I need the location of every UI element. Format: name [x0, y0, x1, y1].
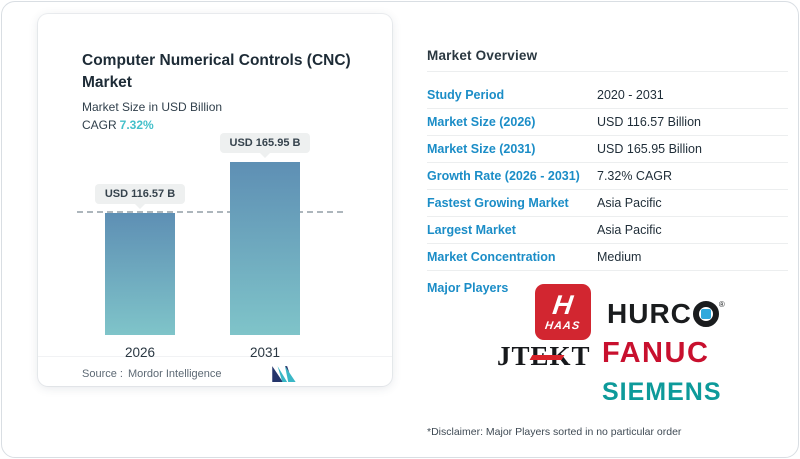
row-label: Largest Market	[427, 223, 516, 237]
table-row-growth-rate: Growth Rate (2026 - 2031) 7.32% CAGR	[427, 163, 788, 190]
haas-h-glyph: H	[551, 290, 575, 320]
siemens-wordmark: SIEMENS	[602, 378, 722, 406]
major-players-label: Major Players	[427, 281, 509, 295]
mordor-intelligence-logo-icon	[272, 366, 296, 382]
disclaimer-text: *Disclaimer: Major Players sorted in no …	[427, 426, 682, 438]
table-row-largest-market: Largest Market Asia Pacific	[427, 217, 788, 244]
registered-mark: ®	[718, 300, 725, 309]
table-row-market-size-2031: Market Size (2031) USD 165.95 Billion	[427, 136, 788, 163]
cagr-label: CAGR	[82, 118, 117, 133]
row-label: Market Size (2026)	[427, 115, 536, 129]
bar-group-2026: USD 116.57 B 2026	[94, 184, 186, 360]
fanuc-wordmark: FANUC	[602, 337, 710, 369]
table-row-market-size-2026: Market Size (2026) USD 116.57 Billion	[427, 109, 788, 136]
bar-group-2031: USD 165.95 B 2031	[219, 133, 311, 360]
chart-card: Computer Numerical Controls (CNC) Market…	[38, 14, 392, 386]
source-row: Source : Mordor Intelligence	[38, 356, 392, 382]
bar	[230, 162, 300, 335]
table-row-study-period: Study Period 2020 - 2031	[427, 82, 788, 109]
overview-table: Study Period 2020 - 2031 Market Size (20…	[427, 82, 788, 271]
fanuc-logo: FANUC	[602, 337, 709, 370]
market-overview-panel: Market Overview Study Period 2020 - 2031…	[427, 2, 788, 457]
row-label: Fastest Growing Market	[427, 196, 569, 210]
jtekt-red-dash-icon	[529, 355, 565, 361]
row-value: Asia Pacific	[597, 196, 662, 210]
divider	[427, 71, 788, 72]
table-row-fastest-growing-market: Fastest Growing Market Asia Pacific	[427, 190, 788, 217]
table-row-market-concentration: Market Concentration Medium	[427, 244, 788, 271]
bar-value-label: USD 165.95 B	[219, 133, 311, 158]
row-value: 2020 - 2031	[597, 88, 664, 102]
source-label: Source :	[82, 368, 123, 380]
row-value: Asia Pacific	[597, 223, 662, 237]
row-label: Market Size (2031)	[427, 142, 536, 156]
row-label: Market Concentration	[427, 250, 556, 264]
bar-value-label: USD 116.57 B	[94, 184, 186, 209]
x-axis-tick-label: 2031	[249, 345, 281, 360]
reference-line	[77, 211, 343, 213]
jtekt-logo: JTEKT	[497, 341, 591, 372]
haas-logo-mark-icon: H HAAS	[535, 284, 591, 340]
hurco-wordmark: HURC	[607, 298, 692, 329]
cagr-line: CAGR 7.32%	[82, 118, 382, 132]
cagr-value: 7.32%	[119, 118, 154, 133]
overview-title: Market Overview	[427, 48, 538, 63]
row-value: USD 116.57 Billion	[597, 115, 701, 129]
chart-subtitle: Market Size in USD Billion	[82, 100, 223, 115]
hurco-o-icon	[692, 301, 719, 327]
chart-header: Computer Numerical Controls (CNC) Market…	[82, 50, 382, 132]
x-axis-tick-label: 2026	[124, 345, 156, 360]
bar-chart: USD 116.57 B 2026 USD 165.95 B 2031	[38, 14, 392, 360]
row-value: 7.32% CAGR	[597, 169, 673, 183]
haas-logo: H HAAS	[532, 284, 594, 340]
row-value: USD 165.95 Billion	[597, 142, 702, 156]
hurco-logo: HURC ®	[607, 298, 725, 330]
siemens-logo: SIEMENS	[602, 378, 722, 407]
bar	[105, 213, 175, 335]
row-label: Study Period	[427, 88, 505, 102]
row-label: Growth Rate (2026 - 2031)	[427, 169, 580, 183]
source-value: Mordor Intelligence	[127, 368, 222, 380]
row-value: Medium	[597, 250, 642, 264]
haas-wordmark: HAAS	[544, 320, 582, 332]
chart-title: Computer Numerical Controls (CNC) Market	[82, 52, 351, 91]
